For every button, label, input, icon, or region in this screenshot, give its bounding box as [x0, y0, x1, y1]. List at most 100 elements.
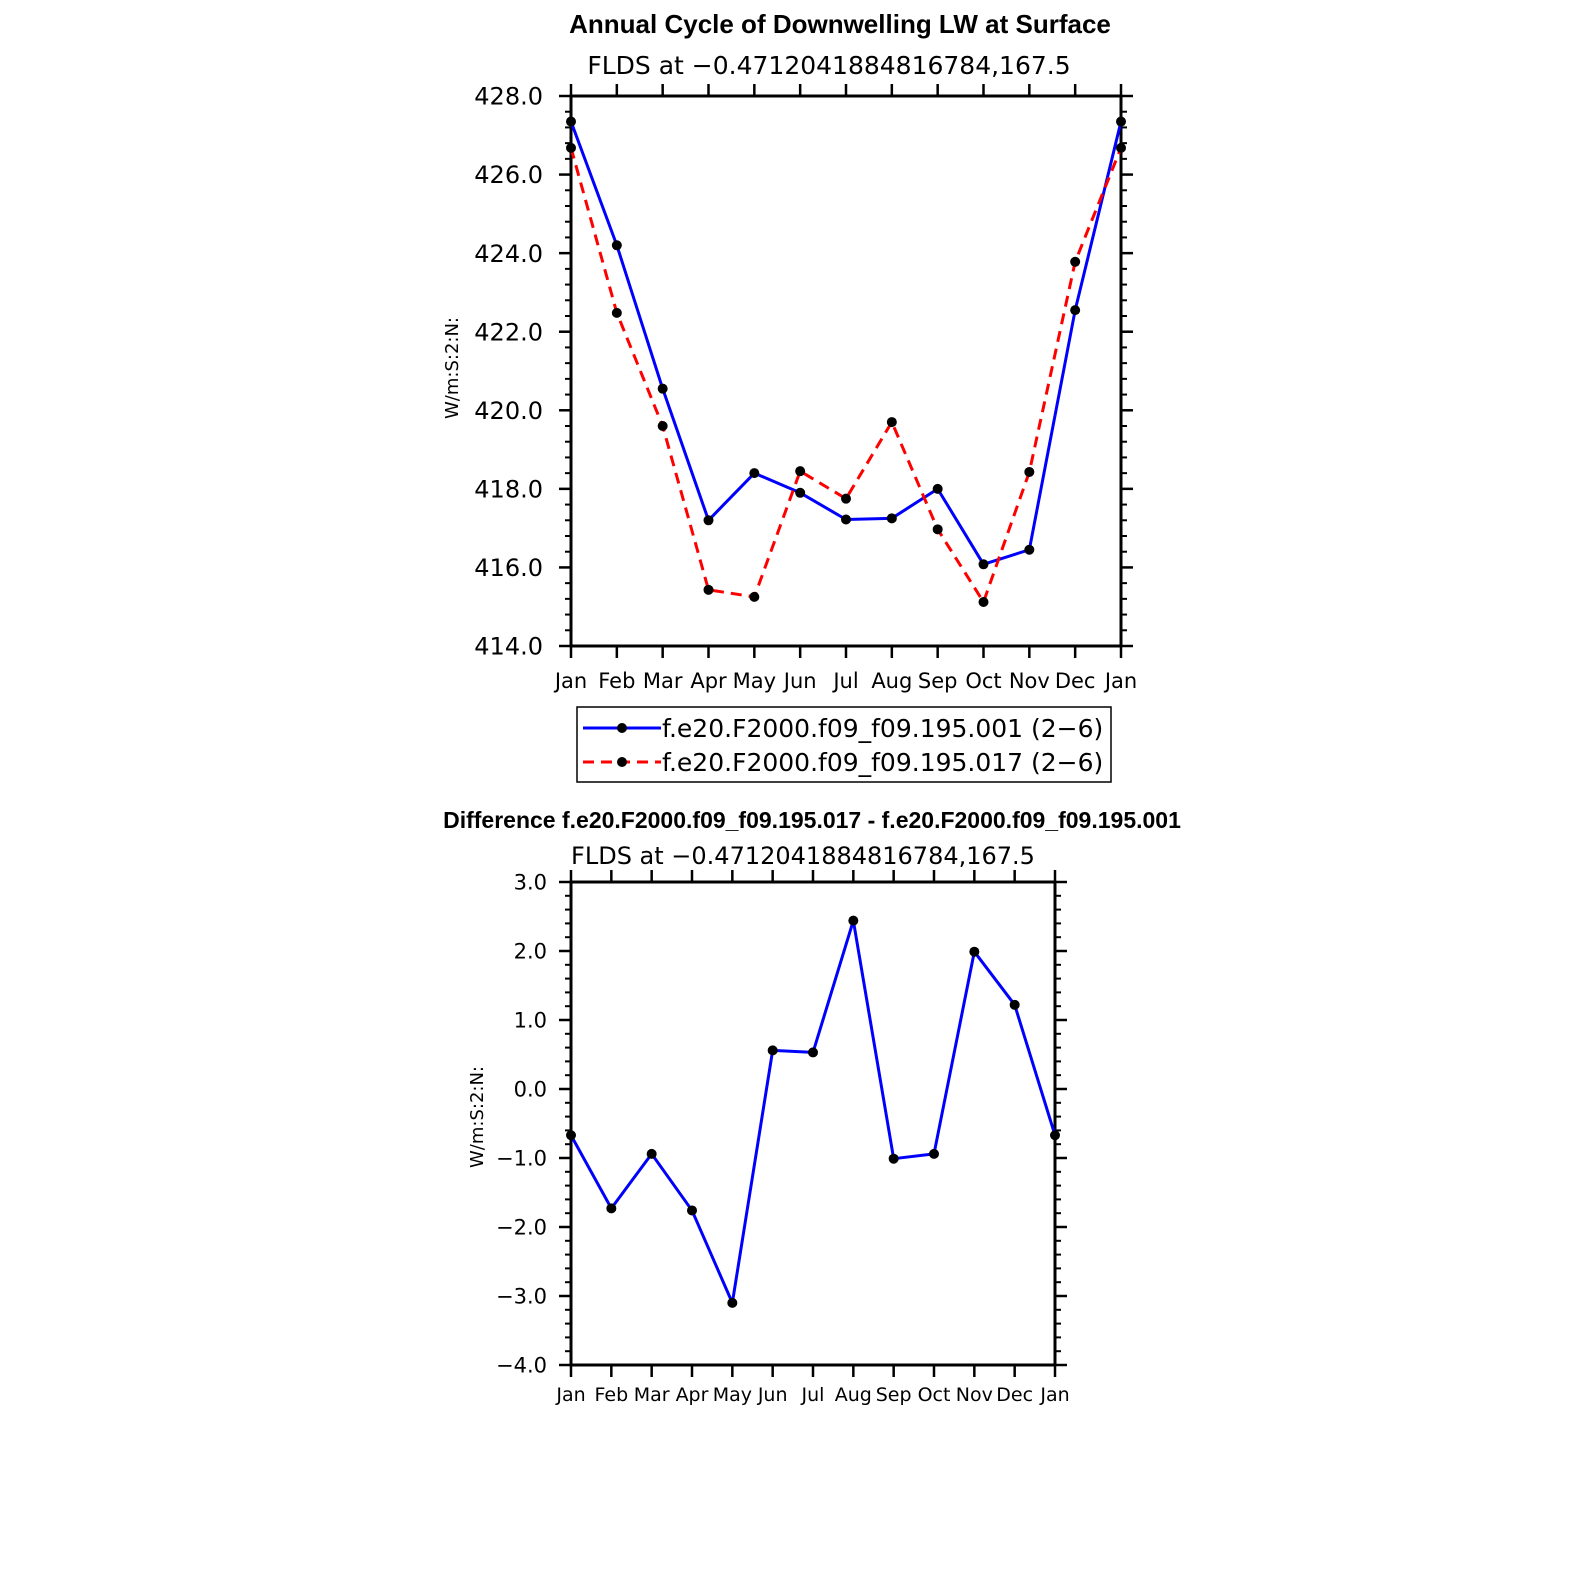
chart-top-title: Annual Cycle of Downwelling LW at Surfac…	[569, 9, 1111, 39]
series-1-point	[1116, 116, 1126, 127]
x-tick-label: Jan	[1039, 1384, 1069, 1406]
series-line-2	[569, 147, 1123, 604]
series-1-point	[767, 1045, 778, 1056]
x-tick-label: Mar	[634, 1384, 670, 1406]
chart-bottom-plot-area	[566, 915, 1060, 1308]
x-tick-label: Feb	[598, 669, 635, 693]
series-1-point	[978, 559, 989, 570]
series-1-point	[932, 483, 943, 494]
legend-label-series-1: f.e20.F2000.f09_f09.195.001 (2−6)	[662, 714, 1103, 743]
x-tick-label: Dec	[1055, 669, 1096, 693]
x-tick-label: Nov	[956, 1384, 993, 1406]
x-tick-label: Jan	[555, 1384, 585, 1406]
x-tick-label: Mar	[643, 669, 683, 693]
series-1-point	[566, 1130, 576, 1141]
y-tick-label: −1.0	[496, 1147, 547, 1171]
series-1-point	[606, 1203, 617, 1214]
x-tick-label: Oct	[965, 669, 1001, 693]
y-tick-label: 3.0	[514, 871, 547, 895]
x-tick-label: Feb	[595, 1384, 629, 1406]
y-tick-label: −2.0	[496, 1216, 547, 1240]
chart-top-plot-area	[566, 116, 1126, 607]
y-tick-label: −3.0	[496, 1285, 547, 1309]
x-tick-label: Sep	[918, 669, 958, 693]
x-tick-label: Apr	[676, 1384, 709, 1406]
x-tick-label: Jan	[553, 669, 587, 693]
chart-bottom-ylabel: W/m:S:2:N:	[467, 1066, 488, 1168]
series-1-point	[848, 915, 859, 926]
x-tick-label: May	[713, 1384, 752, 1406]
y-tick-label: −4.0	[496, 1354, 547, 1378]
chart-top-ylabel: W/m:S:2:N:	[442, 317, 463, 419]
x-tick-label: Nov	[1009, 669, 1050, 693]
series-2-point	[566, 142, 576, 153]
series-1-point	[969, 946, 980, 957]
series-1-point	[727, 1297, 738, 1308]
series-2-point	[978, 597, 989, 607]
y-tick-label: 424.0	[474, 240, 543, 268]
series-1-point	[703, 515, 714, 526]
x-tick-label: Aug	[871, 669, 912, 693]
series-2-point	[841, 493, 851, 504]
series-line-1	[569, 919, 1057, 1305]
series-1-point	[566, 116, 576, 127]
series-2-point	[749, 591, 760, 602]
series-1-point	[1070, 305, 1081, 316]
y-tick-label: 0.0	[514, 1078, 547, 1102]
y-tick-label: 418.0	[474, 475, 543, 503]
series-1-point	[886, 513, 897, 524]
y-tick-label: 1.0	[514, 1009, 547, 1033]
series-1-point	[841, 514, 851, 525]
series-1-point	[687, 1205, 697, 1216]
chart-top: Annual Cycle of Downwelling LW at Surfac…	[442, 9, 1137, 783]
chart-bottom-subtitle: FLDS at −0.4712041884816784,167.5	[571, 842, 1035, 870]
legend-box	[576, 706, 1112, 783]
series-2-point	[1024, 466, 1035, 477]
x-tick-label: Sep	[876, 1384, 912, 1406]
series-1-point	[1024, 544, 1035, 555]
x-tick-label: Jul	[831, 669, 858, 693]
series-2-point	[657, 421, 668, 431]
x-tick-label: May	[733, 669, 776, 693]
series-1-point	[929, 1148, 939, 1159]
series-1-point	[657, 383, 668, 394]
legend-label-series-2: f.e20.F2000.f09_f09.195.017 (2−6)	[662, 748, 1103, 777]
series-2-point	[611, 307, 622, 318]
series-2-point	[886, 417, 897, 428]
series-2-point	[1116, 142, 1126, 153]
plot-frame	[569, 94, 1123, 648]
legend-marker-series-1	[617, 723, 627, 733]
series-1-point	[646, 1148, 657, 1159]
y-tick-label: 2.0	[514, 940, 547, 964]
y-tick-label: 426.0	[474, 161, 543, 189]
y-tick-label: 414.0	[474, 633, 543, 661]
x-tick-label: Jan	[1103, 669, 1137, 693]
x-tick-label: Jun	[757, 1384, 788, 1406]
series-1-point	[1009, 999, 1020, 1010]
series-2-point	[932, 524, 943, 535]
plot-frame	[569, 880, 1057, 1367]
series-1-point	[1050, 1130, 1060, 1141]
x-tick-label: Jun	[782, 669, 817, 693]
series-1-point	[611, 240, 622, 251]
y-tick-label: 422.0	[474, 318, 543, 346]
y-tick-label: 428.0	[474, 83, 543, 111]
chart-top-axes: 414.0 416.0 418.0 420.0 422.0 424.0 426.0 428.0…	[474, 83, 1137, 693]
series-1-point	[795, 487, 806, 498]
x-tick-label: Oct	[918, 1384, 951, 1406]
chart-bottom: Difference f.e20.F2000.f09_f09.195.017 -…	[443, 807, 1181, 1406]
y-tick-label: 416.0	[474, 554, 543, 582]
x-tick-label: Jul	[801, 1384, 825, 1406]
chart-bottom-axes: −4.0 −3.0 −2.0 −1.0 0.0 1.0 2.0 3.0 Jan Feb Mar Apr…	[496, 870, 1070, 1406]
legend-marker-series-2	[617, 757, 627, 767]
series-1-point	[808, 1047, 818, 1058]
series-2-point	[1070, 256, 1081, 267]
series-2-point	[795, 466, 806, 477]
series-1-point	[888, 1153, 899, 1164]
chart-top-subtitle: FLDS at −0.4712041884816784,167.5	[587, 51, 1070, 80]
x-tick-label: Apr	[690, 669, 727, 693]
series-2-point	[703, 584, 714, 595]
chart-bottom-title: Difference f.e20.F2000.f09_f09.195.017 -…	[443, 807, 1181, 833]
x-tick-label: Aug	[835, 1384, 872, 1406]
